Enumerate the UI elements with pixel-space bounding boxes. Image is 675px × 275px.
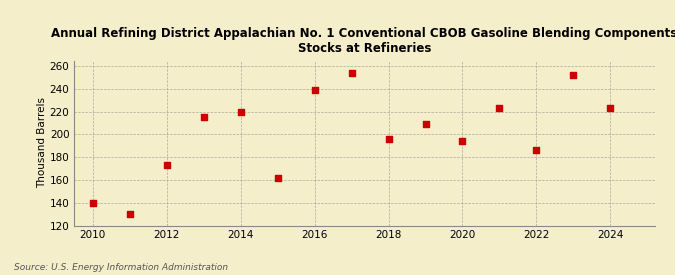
Point (198, 115, 209, 120)
Y-axis label: Thousand Barrels: Thousand Barrels (37, 98, 47, 188)
Point (531, 148, 542, 153)
Text: Source: U.S. Energy Information Administration: Source: U.S. Energy Information Administ… (14, 263, 227, 272)
Point (161, 163, 172, 167)
Point (457, 139, 468, 144)
Point (383, 137, 394, 141)
Point (87, 200, 98, 205)
Point (272, 175, 283, 180)
Point (568, 73, 578, 78)
Point (309, 88, 320, 92)
Point (420, 122, 431, 127)
Point (605, 106, 616, 111)
Title: Annual Refining District Appalachian No. 1 Conventional CBOB Gasoline Blending C: Annual Refining District Appalachian No.… (51, 27, 675, 55)
Point (124, 212, 135, 216)
Point (235, 109, 246, 114)
Point (346, 71, 357, 75)
Point (494, 106, 505, 111)
